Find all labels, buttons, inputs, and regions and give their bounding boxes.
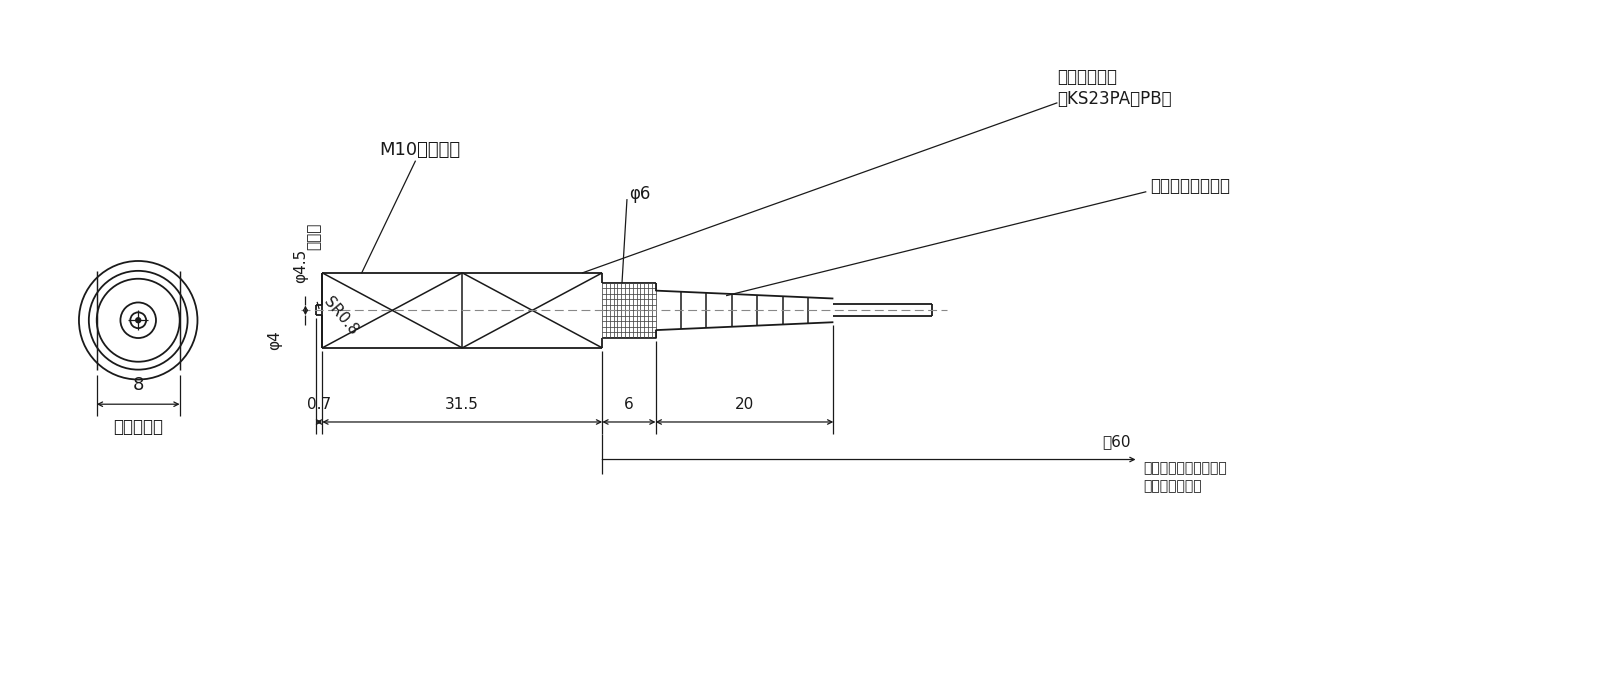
Text: 0.7: 0.7 <box>307 397 331 412</box>
Text: コードプロテクタ: コードプロテクタ <box>1150 177 1230 195</box>
Text: （二面巾）: （二面巾） <box>114 418 163 436</box>
Text: 6: 6 <box>624 397 634 412</box>
Text: SR0.8: SR0.8 <box>320 294 360 338</box>
Text: （KS23PA／PB）: （KS23PA／PB） <box>1058 90 1171 108</box>
Text: カートリッジ: カートリッジ <box>1058 69 1117 86</box>
Text: 20: 20 <box>734 397 754 412</box>
Circle shape <box>136 318 141 323</box>
Text: 31.5: 31.5 <box>445 397 478 412</box>
Text: φ4: φ4 <box>267 330 282 350</box>
Text: φ4.5: φ4.5 <box>293 249 307 283</box>
Text: M10（並目）: M10（並目） <box>379 141 461 159</box>
Text: 平面部: 平面部 <box>307 222 322 250</box>
Text: 要するスペース: 要するスペース <box>1144 479 1202 493</box>
Text: φ6: φ6 <box>629 185 650 203</box>
Text: 8: 8 <box>133 376 144 394</box>
Text: カートリッジ取外しに: カートリッジ取外しに <box>1144 462 1227 475</box>
Text: 終60: 終60 <box>1102 435 1131 449</box>
